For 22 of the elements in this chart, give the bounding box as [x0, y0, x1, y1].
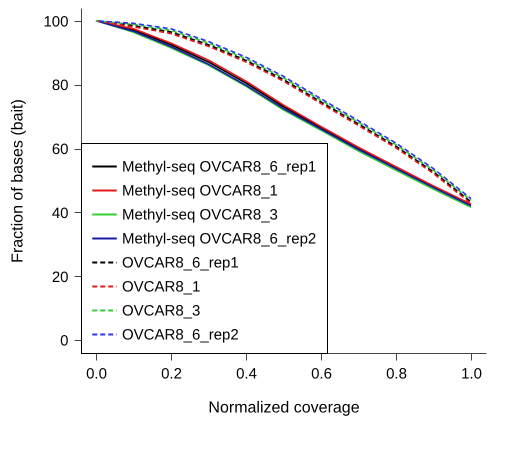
y-tick-label: 80 — [52, 77, 68, 94]
legend-label: Methyl-seq OVCAR8_6_rep2 — [122, 230, 316, 248]
legend-label: OVCAR8_6_rep2 — [122, 326, 239, 344]
y-tick-label: 20 — [52, 268, 68, 286]
y-axis-title: Fraction of bases (bait) — [9, 99, 26, 263]
legend-label: OVCAR8_1 — [122, 278, 200, 296]
legend-label: Methyl-seq OVCAR8_3 — [122, 206, 278, 224]
legend-label: Methyl-seq OVCAR8_6_rep1 — [122, 158, 316, 176]
y-tick-label: 100 — [43, 13, 68, 30]
x-tick-label: 0.0 — [86, 366, 107, 382]
x-tick-label: 0.2 — [161, 366, 182, 382]
legend-label: OVCAR8_6_rep1 — [122, 254, 239, 272]
y-tick-label: 0 — [60, 332, 68, 350]
x-tick-label: 1.0 — [461, 366, 482, 382]
y-tick-label: 60 — [52, 141, 68, 158]
legend-label: OVCAR8_3 — [122, 302, 200, 320]
x-axis-title: Normalized coverage — [208, 400, 360, 416]
x-tick-label: 0.4 — [236, 366, 257, 382]
legend-label: Methyl-seq OVCAR8_1 — [122, 182, 278, 200]
x-tick-label: 0.8 — [386, 366, 407, 382]
x-tick-label: 0.6 — [311, 366, 332, 382]
y-tick-label: 40 — [52, 204, 68, 222]
